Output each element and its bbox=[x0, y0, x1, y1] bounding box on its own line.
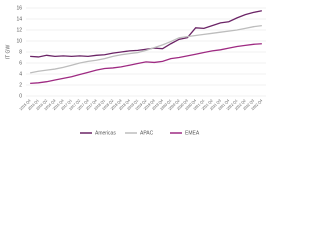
y-tick-label: 12 bbox=[16, 27, 22, 33]
y-tick-label: 8 bbox=[19, 49, 22, 55]
y-tick-label: 0 bbox=[19, 93, 22, 99]
y-tick-label: 10 bbox=[16, 38, 22, 44]
y-tick-label: 2 bbox=[19, 82, 22, 88]
legend-label: APAC bbox=[140, 130, 154, 136]
legend-label: EMEA bbox=[185, 130, 200, 136]
y-tick-label: 6 bbox=[19, 60, 22, 66]
legend-label: Americas bbox=[95, 130, 116, 136]
y-tick-label: 16 bbox=[16, 5, 22, 11]
series-line bbox=[30, 10, 262, 58]
series-line bbox=[30, 43, 262, 84]
series-line bbox=[30, 24, 262, 74]
y-tick-label: 14 bbox=[16, 16, 22, 22]
y-axis-title: IT GW bbox=[5, 45, 11, 60]
y-tick-label: 4 bbox=[19, 71, 22, 77]
